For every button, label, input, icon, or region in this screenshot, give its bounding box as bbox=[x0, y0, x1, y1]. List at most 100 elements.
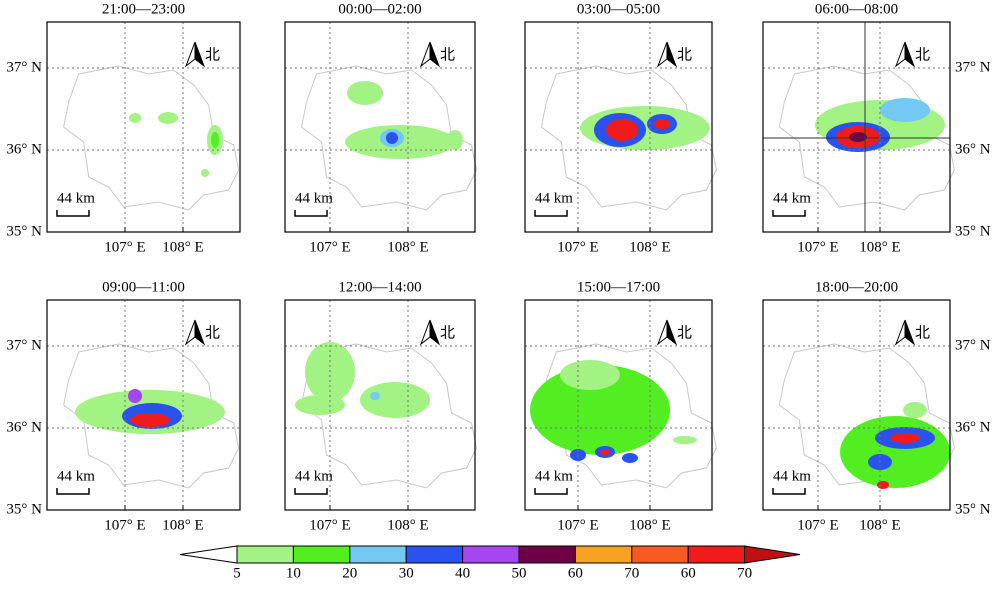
panel-frame bbox=[284, 299, 476, 511]
precip-area bbox=[560, 360, 620, 390]
precip-area bbox=[622, 453, 638, 463]
scale-label: 44 km bbox=[295, 468, 333, 484]
lat-label: 37° N bbox=[955, 59, 991, 75]
panel-frame bbox=[46, 21, 241, 233]
precip-area bbox=[849, 132, 867, 142]
north-arrow bbox=[194, 319, 206, 346]
north-arrow bbox=[656, 319, 668, 346]
north-arrow bbox=[904, 41, 916, 68]
colorbar-under bbox=[179, 545, 238, 564]
panel-title: 03:00—05:00 bbox=[577, 1, 660, 17]
lon-label: 108° E bbox=[162, 239, 203, 255]
boundary bbox=[540, 65, 717, 211]
lat-label: 36° N bbox=[955, 141, 991, 157]
panel-frame bbox=[46, 299, 241, 511]
precip-area bbox=[211, 132, 219, 148]
colorbar-label: 50 bbox=[512, 565, 527, 581]
lon-label: 108° E bbox=[387, 517, 428, 533]
lon-label: 108° E bbox=[859, 239, 900, 255]
lat-label: 35° N bbox=[6, 501, 42, 517]
scale-bar bbox=[534, 488, 568, 495]
boundary bbox=[63, 65, 240, 211]
precip-area bbox=[877, 481, 889, 489]
colorbar-label: 60 bbox=[568, 565, 583, 581]
precip-area bbox=[880, 98, 930, 122]
north-label: 北 bbox=[677, 324, 692, 341]
north-arrow bbox=[904, 319, 916, 346]
north-arrow bbox=[656, 41, 668, 68]
lon-label: 107° E bbox=[104, 517, 145, 533]
scale-bar bbox=[56, 210, 90, 217]
lon-label: 108° E bbox=[629, 517, 670, 533]
panel-title: 15:00—17:00 bbox=[577, 279, 660, 295]
panel-frame bbox=[524, 299, 713, 511]
colorbar-segment bbox=[631, 545, 689, 564]
precip-area bbox=[673, 436, 697, 444]
precip-area bbox=[447, 130, 463, 150]
lat-label: 37° N bbox=[6, 337, 42, 353]
colorbar-segment bbox=[236, 545, 294, 564]
north-label: 北 bbox=[205, 324, 220, 341]
colorbar-label: 30 bbox=[399, 565, 414, 581]
scale-bar bbox=[56, 488, 90, 495]
precip-area bbox=[530, 365, 670, 455]
lat-label: 36° N bbox=[955, 419, 991, 435]
precip-area bbox=[130, 413, 170, 427]
scale-bar bbox=[772, 210, 806, 217]
north-arrow bbox=[184, 319, 196, 346]
precip-area bbox=[201, 169, 209, 177]
north-label: 北 bbox=[915, 324, 930, 341]
precip-area bbox=[158, 112, 178, 124]
colorbar-label: 70 bbox=[737, 565, 752, 581]
boundary bbox=[778, 65, 955, 211]
panel-title: 18:00—20:00 bbox=[815, 279, 898, 295]
north-label: 北 bbox=[440, 324, 455, 341]
lat-label: 35° N bbox=[6, 223, 42, 239]
north-arrow bbox=[184, 41, 196, 68]
precip-area bbox=[129, 113, 141, 123]
north-arrow bbox=[666, 319, 678, 346]
scale-label: 44 km bbox=[773, 468, 811, 484]
scale-bar bbox=[294, 488, 328, 495]
lat-label: 36° N bbox=[6, 141, 42, 157]
lon-label: 108° E bbox=[629, 239, 670, 255]
lon-label: 107° E bbox=[309, 517, 350, 533]
north-arrow bbox=[419, 41, 431, 68]
colorbar-label: 60 bbox=[681, 565, 696, 581]
north-label: 北 bbox=[677, 46, 692, 63]
precip-area bbox=[903, 402, 927, 418]
colorbar-segment bbox=[687, 545, 746, 564]
scale-bar bbox=[772, 488, 806, 495]
panel-frame bbox=[524, 21, 713, 233]
lon-label: 107° E bbox=[797, 517, 838, 533]
precip-area bbox=[128, 389, 142, 403]
north-label: 北 bbox=[205, 46, 220, 63]
colorbar-segment bbox=[292, 545, 351, 564]
lon-label: 108° E bbox=[162, 517, 203, 533]
colorbar-label: 70 bbox=[624, 565, 639, 581]
boundary bbox=[300, 343, 478, 489]
panel-frame bbox=[762, 21, 951, 233]
lat-label: 36° N bbox=[6, 419, 42, 435]
colorbar-segment bbox=[518, 545, 576, 564]
colorbar-label: 20 bbox=[342, 565, 357, 581]
lon-label: 107° E bbox=[309, 239, 350, 255]
scale-label: 44 km bbox=[773, 190, 811, 206]
precip-area bbox=[386, 132, 398, 144]
boundary bbox=[63, 343, 240, 489]
panel-frame bbox=[762, 299, 951, 511]
colorbar-segment bbox=[462, 545, 520, 564]
lat-label: 37° N bbox=[6, 59, 42, 75]
scale-label: 44 km bbox=[57, 468, 95, 484]
colorbar-segment bbox=[349, 545, 407, 564]
panel-title: 06:00—08:00 bbox=[815, 1, 898, 17]
precip-area bbox=[370, 392, 380, 400]
precip-area bbox=[606, 119, 638, 141]
scale-label: 44 km bbox=[535, 190, 573, 206]
precip-area bbox=[347, 81, 383, 105]
lon-label: 107° E bbox=[557, 517, 598, 533]
panel-title: 12:00—14:00 bbox=[338, 279, 421, 295]
colorbar-label: 10 bbox=[286, 565, 301, 581]
north-arrow bbox=[429, 41, 441, 68]
